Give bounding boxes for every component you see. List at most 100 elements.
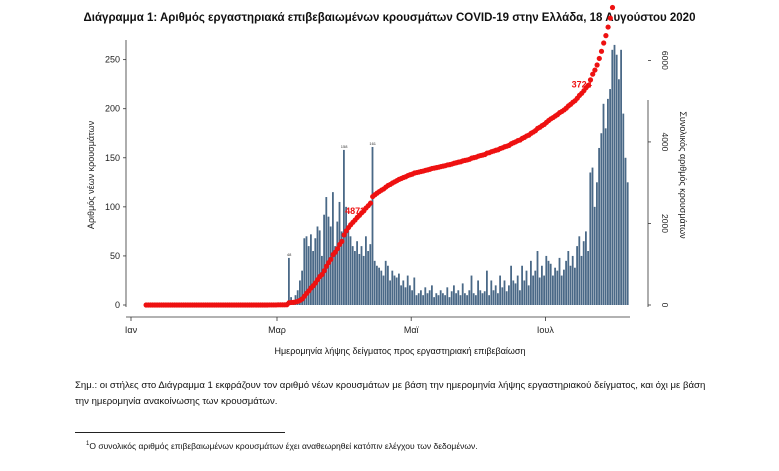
bar <box>574 267 576 305</box>
bar-data-label: 161 <box>369 141 376 146</box>
bar <box>523 280 526 305</box>
bar <box>563 269 565 305</box>
bar <box>618 79 620 305</box>
bar <box>571 255 574 305</box>
cumulative-point <box>605 24 611 30</box>
bar <box>585 231 587 305</box>
x-tick-label: Ιαν <box>125 325 138 335</box>
bar <box>492 290 495 305</box>
bar <box>312 251 314 305</box>
bar <box>360 246 363 305</box>
cumulative-point <box>321 268 327 274</box>
bar <box>483 291 486 305</box>
bar <box>620 49 622 305</box>
cumulative-point <box>319 271 325 278</box>
y2-tick-label: 0 <box>660 303 670 308</box>
bar <box>479 290 482 305</box>
bar <box>393 275 396 305</box>
bar <box>516 275 519 305</box>
bar <box>541 265 543 305</box>
bar <box>556 270 559 305</box>
bar <box>442 293 444 305</box>
bar <box>497 293 499 305</box>
bar <box>459 295 462 305</box>
footnote-text: Ο συνολικός αριθμός επιβεβαιωμένων κρουσ… <box>89 441 478 451</box>
bar <box>395 277 398 305</box>
y-tick-label: 50 <box>110 251 120 261</box>
cumulative-point <box>590 71 596 77</box>
bar <box>514 283 517 305</box>
bar <box>600 133 603 305</box>
bar <box>323 214 325 305</box>
bar <box>367 251 369 305</box>
bar <box>512 280 515 305</box>
bar <box>314 238 317 305</box>
bar <box>428 290 431 305</box>
bar <box>558 257 561 305</box>
bar <box>351 246 354 305</box>
bar <box>362 255 365 305</box>
bar <box>455 293 457 305</box>
bar <box>578 236 581 305</box>
cumulative-point <box>334 246 341 252</box>
bar <box>615 54 618 305</box>
cumulative-point <box>339 238 345 244</box>
bar <box>338 201 341 305</box>
bar <box>310 234 312 305</box>
chart-title: Διάγραμμα 1: Αριθμός εργαστηριακά επιβεβ… <box>83 12 696 24</box>
y2-tick-label: 4000 <box>660 132 670 151</box>
bar <box>593 206 596 305</box>
bar <box>358 253 361 305</box>
bar <box>464 293 466 305</box>
bar <box>519 290 521 305</box>
bar <box>446 287 449 305</box>
bar <box>400 285 402 305</box>
bar <box>398 273 400 305</box>
axes-layer: 0 50 100 150 200 250 0 2000 4000 6000 Ιαν Μαρ Μαϊ Ιου… <box>105 40 670 335</box>
bar <box>527 285 530 305</box>
bar <box>406 275 409 305</box>
bar <box>424 287 427 305</box>
bar <box>371 146 374 305</box>
bar <box>534 270 537 305</box>
bar <box>582 241 585 305</box>
bar <box>373 260 376 305</box>
footnote: 1Ο συνολικός αριθμός επιβεβαιωμένων κρου… <box>86 441 478 451</box>
bar <box>387 265 389 305</box>
y2-tick-label: 6000 <box>660 51 670 70</box>
bar <box>411 290 413 305</box>
bar <box>503 280 506 305</box>
bar <box>538 277 541 305</box>
bar <box>613 44 616 305</box>
bar <box>433 297 435 305</box>
bar <box>422 295 424 305</box>
bar <box>378 267 380 305</box>
bar <box>343 149 345 305</box>
bar <box>382 275 385 305</box>
bar <box>332 192 334 305</box>
bar <box>587 251 589 305</box>
bar <box>402 280 405 305</box>
bar <box>552 275 554 305</box>
bar <box>457 290 460 305</box>
bar <box>536 251 539 305</box>
bar <box>560 275 563 305</box>
x-axis-label: Ημερομηνία λήψης δείγματος προς εργαστηρ… <box>274 346 526 356</box>
y-tick-label: 100 <box>105 202 120 212</box>
bar <box>409 285 411 305</box>
bar-data-label: 48 <box>287 252 292 257</box>
bar <box>307 246 310 305</box>
bar <box>626 182 629 305</box>
bar <box>325 197 328 305</box>
bar <box>453 285 455 305</box>
bar <box>329 226 332 305</box>
bar <box>622 113 625 305</box>
bar <box>470 275 473 305</box>
bars-layer <box>268 44 629 306</box>
bar <box>391 270 394 305</box>
bar <box>301 270 303 305</box>
bar <box>426 293 429 305</box>
bar <box>444 295 446 305</box>
bar <box>499 275 501 305</box>
bar <box>472 293 475 305</box>
